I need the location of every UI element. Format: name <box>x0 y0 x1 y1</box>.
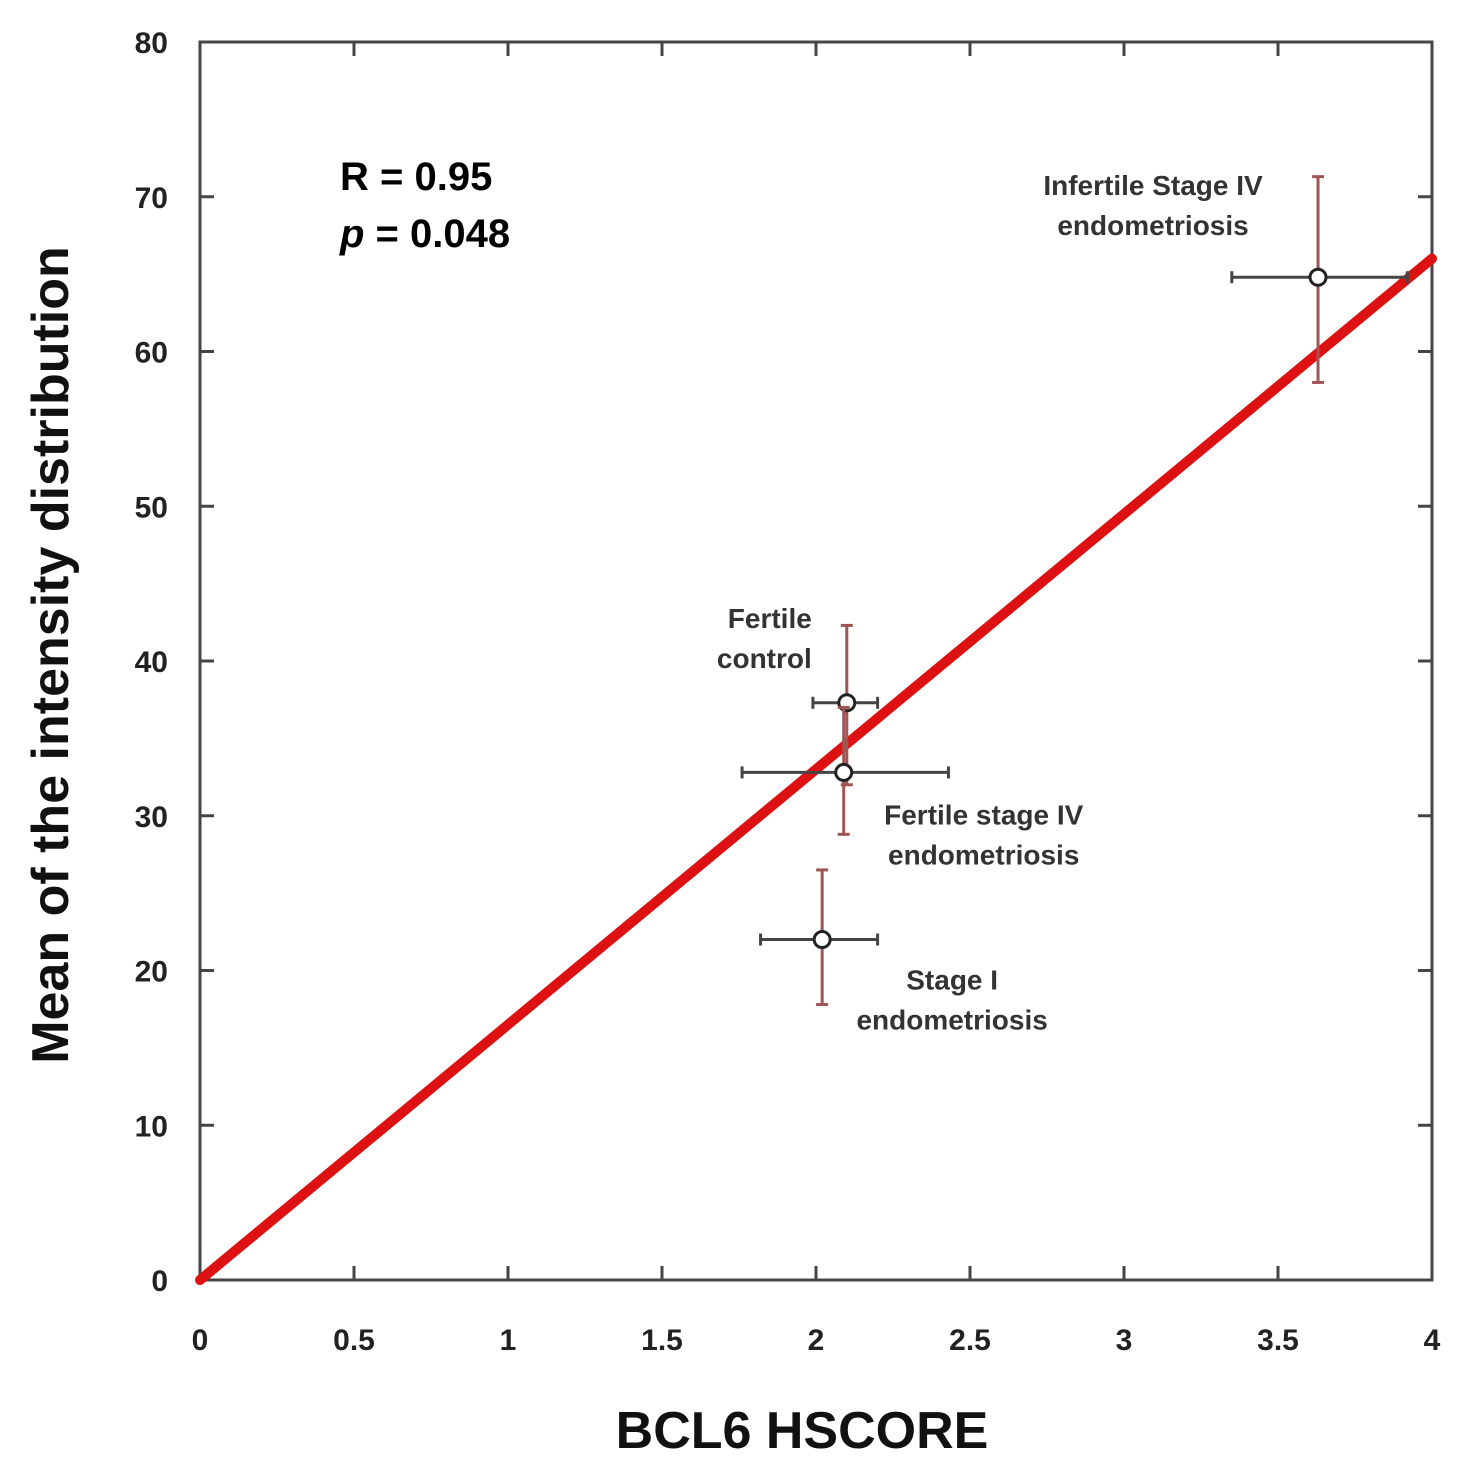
point-label-line: endometriosis <box>888 839 1079 870</box>
y-tick-label: 60 <box>135 337 168 370</box>
y-axis-title: Mean of the intensity distribution <box>22 246 80 1064</box>
point-label: Infertile Stage IV endometriosis <box>1043 170 1263 241</box>
point-label-line: endometriosis <box>1057 210 1248 241</box>
point-label-line: control <box>717 643 812 674</box>
r-value-text: R = 0.95 <box>340 155 492 199</box>
x-tick-label: 2 <box>808 1324 825 1357</box>
y-tick-label: 30 <box>135 801 168 834</box>
point-marker <box>812 930 832 950</box>
data-point <box>740 705 950 836</box>
x-tick-label: 3.5 <box>1257 1324 1299 1357</box>
point-labels-group: Fertile control Fertile stage IV endometrio… <box>717 170 1263 1035</box>
x-tick-label: 2.5 <box>949 1324 991 1357</box>
x-tick-label: 3 <box>1116 1324 1133 1357</box>
point-label: Stage I endometriosis <box>856 965 1047 1036</box>
y-tick-label: 0 <box>151 1265 168 1298</box>
point-marker <box>834 762 854 782</box>
data-point <box>759 868 880 1007</box>
y-tick-label: 20 <box>135 956 168 989</box>
x-axis-title: BCL6 HSCORE <box>616 1402 989 1460</box>
point-label-line: Stage I <box>906 965 998 996</box>
p-value: = 0.048 <box>364 212 510 256</box>
point-label: Fertile stage IV endometriosis <box>884 799 1084 870</box>
regression-line <box>195 253 1437 1285</box>
y-tick-label: 40 <box>135 646 168 679</box>
y-tick-label: 10 <box>135 1110 168 1143</box>
x-tick-label: 1.5 <box>641 1324 683 1357</box>
regression-line-group <box>195 253 1437 1285</box>
x-tick-label: 0.5 <box>333 1324 375 1357</box>
y-tick-label: 80 <box>135 27 168 60</box>
p-value-text: p = 0.048 <box>339 212 510 256</box>
p-symbol: p <box>339 212 364 256</box>
data-point <box>1230 175 1409 384</box>
x-tick-label: 1 <box>500 1324 517 1357</box>
y-tick-label: 70 <box>135 182 168 215</box>
point-label: Fertile control <box>717 603 812 674</box>
x-tick-label: 0 <box>192 1324 209 1357</box>
point-label-line: Fertile <box>728 603 812 634</box>
point-label-line: Fertile stage IV <box>884 799 1084 830</box>
point-marker <box>1308 267 1328 287</box>
point-label-line: endometriosis <box>856 1005 1047 1036</box>
data-points-group <box>740 175 1409 1007</box>
point-label-line: Infertile Stage IV <box>1043 170 1263 201</box>
x-tick-label: 4 <box>1424 1324 1441 1357</box>
y-tick-label: 50 <box>135 491 168 524</box>
